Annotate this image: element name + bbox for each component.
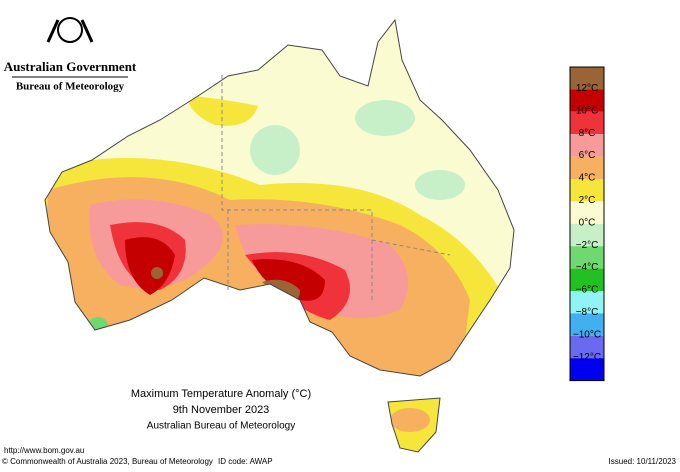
- legend-swatch: [570, 179, 604, 202]
- legend-label: 12°C: [576, 83, 598, 94]
- crest: [46, 17, 94, 43]
- issued: Issued: 10/11/2023: [609, 457, 677, 466]
- legend-swatch: [570, 268, 604, 291]
- legend-swatch: [570, 134, 604, 157]
- legend-label: 10°C: [576, 105, 598, 116]
- legend-label: −8°C: [576, 307, 599, 318]
- legend-frame: [569, 66, 605, 382]
- legend-label: 4°C: [579, 173, 596, 184]
- legend-label: 6°C: [579, 150, 596, 161]
- legend-swatch: [570, 358, 604, 381]
- legend-swatch: [570, 335, 604, 359]
- legend-swatch: [570, 111, 604, 135]
- legend-label: 0°C: [579, 217, 596, 228]
- legend: 12°C 10°C 8°C 6°C 4°C 2°C 0°C −2°C −4°C −6°C −8°C −…: [569, 66, 605, 382]
- legend-label: −12°C: [573, 352, 601, 363]
- date: 9th November 2023: [173, 404, 270, 416]
- legend-swatch: [570, 291, 604, 314]
- legend-label: −4°C: [576, 262, 599, 273]
- legend-swatch: [570, 246, 604, 269]
- id-code: ID code: AWAP: [218, 457, 273, 466]
- legend-swatch: [570, 67, 604, 90]
- url: http://www.bom.gov.au: [4, 446, 84, 455]
- copyright: © Commonwealth of Australia 2023, Bureau…: [2, 457, 213, 466]
- legend-swatch: [570, 201, 604, 224]
- legend-swatch: [570, 156, 604, 179]
- legend-label: −10°C: [573, 329, 601, 340]
- legend-label: 2°C: [579, 195, 596, 206]
- source: Australian Bureau of Meteorology: [147, 421, 295, 432]
- legend-swatch: [570, 89, 604, 112]
- state-borders: [221, 75, 451, 300]
- legend-swatch: [570, 223, 604, 247]
- legend-swatch: [570, 313, 604, 336]
- agency-name: Bureau of Meteorology: [16, 81, 125, 93]
- legend-label: −6°C: [576, 285, 599, 296]
- tasmania-coast: [387, 397, 441, 453]
- legend-label: −2°C: [576, 240, 599, 251]
- gov-name: Australian Government: [4, 59, 137, 74]
- legend-label: 8°C: [579, 128, 596, 139]
- title: Maximum Temperature Anomaly (°C): [131, 388, 311, 400]
